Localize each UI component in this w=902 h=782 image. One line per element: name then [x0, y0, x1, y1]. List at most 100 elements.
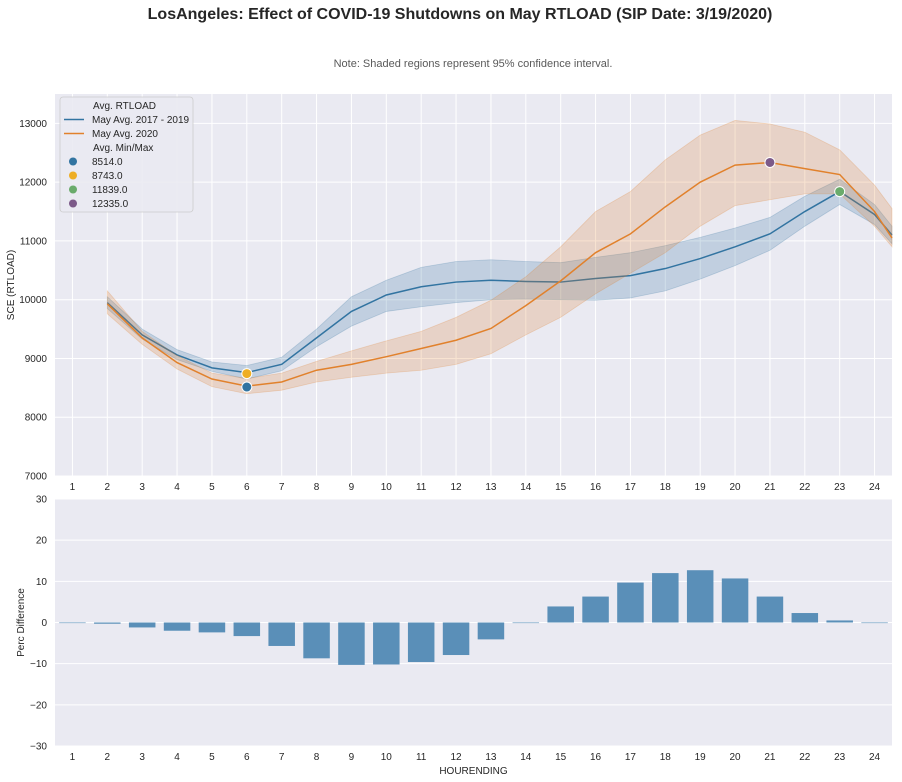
x-tick-label: 17 [625, 752, 637, 763]
confidence-band-2020 [106, 120, 893, 395]
bar-hour-23 [826, 620, 853, 623]
x-tick-label: 22 [799, 752, 811, 763]
x-tick-label: 7 [279, 752, 285, 763]
y-tick-label: 12000 [19, 178, 47, 189]
min-max-point [241, 368, 253, 380]
x-tick-label: 2 [105, 482, 111, 493]
legend-point-swatch [69, 171, 77, 180]
x-tick-label: 1 [70, 482, 76, 493]
x-tick-label: 23 [834, 752, 846, 763]
legend-point-swatch [69, 157, 77, 166]
x-tick-label: 18 [660, 482, 672, 493]
x-tick-label: 19 [695, 482, 707, 493]
x-tick-label: 23 [834, 482, 846, 493]
y-tick-label: 9000 [25, 354, 48, 365]
x-tick-label: 11 [416, 752, 427, 763]
bar-hour-17 [617, 582, 644, 623]
y-tick-label: −10 [30, 659, 47, 670]
figure-subtitle: Note: Shaded regions represent 95% confi… [333, 58, 613, 70]
y-axis-label: Perc Difference [16, 588, 27, 657]
legend-point-label: 11839.0 [92, 185, 128, 196]
x-tick-label: 21 [764, 482, 776, 493]
x-tick-label: 2 [105, 752, 111, 763]
y-tick-label: 13000 [19, 119, 47, 130]
bar-hour-21 [756, 596, 784, 623]
bar-hour-10 [373, 622, 400, 665]
legend-point-label: 12335.0 [92, 199, 129, 210]
x-tick-label: 6 [244, 752, 250, 763]
x-tick-label: 22 [799, 482, 811, 493]
x-tick-label: 6 [244, 482, 250, 493]
y-tick-label: 8000 [25, 413, 48, 424]
figure-title: LosAngeles: Effect of COVID-19 Shutdowns… [147, 6, 773, 23]
x-tick-label: 24 [869, 752, 881, 763]
x-tick-label: 14 [520, 752, 532, 763]
bar-hour-15 [547, 606, 574, 623]
x-tick-label: 14 [520, 482, 532, 493]
x-tick-label: 5 [209, 482, 215, 493]
y-axis-label: SCE (RTLOAD) [6, 250, 17, 320]
legend-point-swatch [69, 199, 77, 208]
bar-hour-8 [303, 622, 330, 659]
bar-hour-14 [512, 622, 540, 624]
y-tick-label: 11000 [20, 236, 48, 247]
plot-area-top [55, 94, 892, 476]
x-tick-label: 19 [695, 752, 707, 763]
x-tick-label: 4 [174, 482, 180, 493]
y-tick-label: −20 [30, 700, 47, 711]
bar-hour-7 [268, 622, 295, 646]
bar-hour-5 [198, 622, 226, 633]
bar-hour-19 [686, 570, 714, 623]
bar-hour-11 [407, 622, 435, 663]
x-tick-label: 16 [590, 752, 602, 763]
y-tick-label: 10000 [19, 295, 47, 306]
y-tick-label: 20 [36, 536, 48, 547]
x-tick-label: 16 [590, 482, 602, 493]
min-max-point [764, 156, 776, 168]
bar-hour-12 [442, 622, 470, 656]
x-tick-label: 8 [314, 482, 320, 493]
legend-title-lines: Avg. RTLOAD [93, 101, 156, 112]
y-tick-label: 10 [36, 577, 48, 588]
bar-hour-6 [233, 622, 261, 637]
legend-box [59, 96, 194, 213]
x-tick-label: 24 [869, 482, 881, 493]
x-tick-label: 13 [485, 752, 497, 763]
bar-hour-16 [582, 596, 609, 623]
legend-point-label: 8514.0 [92, 157, 123, 168]
bar-hour-18 [652, 573, 679, 623]
x-tick-label: 20 [730, 482, 742, 493]
legend: Avg. RTLOAD May Avg. 2017 - 2019 May Avg. … [59, 96, 194, 213]
x-tick-label: 3 [139, 482, 145, 493]
x-tick-label: 15 [555, 482, 567, 493]
x-tick-label: 8 [314, 752, 320, 763]
x-tick-label: 12 [451, 752, 463, 763]
x-tick-label: 3 [139, 752, 145, 763]
x-tick-label: 21 [764, 752, 776, 763]
min-max-point [834, 186, 846, 198]
x-tick-label: 13 [485, 482, 497, 493]
min-max-point [241, 381, 253, 393]
y-tick-label: −30 [30, 742, 47, 753]
legend-point-label: 8743.0 [92, 171, 123, 182]
legend-series-label: May Avg. 2020 [92, 129, 158, 140]
x-tick-label: 20 [730, 752, 742, 763]
y-tick-label: 30 [36, 495, 48, 506]
x-tick-label: 10 [381, 482, 393, 493]
x-tick-label: 9 [349, 752, 355, 763]
bar-hour-24 [861, 622, 888, 624]
bar-hour-13 [477, 622, 505, 640]
bar-hour-4 [163, 622, 191, 631]
x-tick-label: 15 [555, 752, 567, 763]
x-tick-label: 9 [349, 482, 355, 493]
x-tick-label: 5 [209, 752, 215, 763]
x-tick-label: 18 [660, 752, 672, 763]
bar-hour-1 [59, 622, 86, 624]
x-tick-label: 10 [381, 752, 393, 763]
y-tick-label: 7000 [25, 472, 48, 483]
y-tick-label: 0 [41, 618, 47, 629]
bar-hour-2 [94, 622, 121, 624]
line-chart-panel: 1 2 3 4 5 6 7 8 9 10 11 12 13 14 15 16 17 18 19 20 21 22 23 247… [6, 94, 893, 493]
x-tick-label: 12 [451, 482, 463, 493]
